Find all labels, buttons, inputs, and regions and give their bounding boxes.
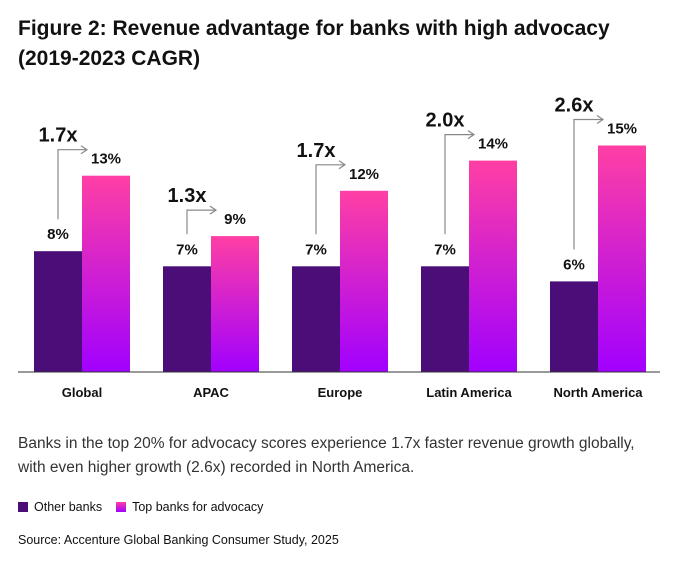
bar-top-banks	[82, 175, 130, 372]
bar-top-banks	[340, 190, 388, 372]
bar-top-banks	[211, 236, 259, 372]
category-label: APAC	[193, 385, 229, 400]
connector-arrowhead	[467, 130, 476, 140]
data-label-other: 8%	[47, 226, 69, 243]
category-label: Latin America	[426, 385, 512, 400]
connector-line	[444, 134, 473, 235]
data-label-other: 7%	[434, 241, 456, 258]
legend-label-other: Other banks	[34, 500, 103, 514]
connector-arrowhead	[338, 160, 347, 170]
data-label-top: 15%	[607, 121, 637, 138]
data-label-top: 13%	[91, 151, 121, 168]
bar-chart: 8% 13% 1.7x Global 7% 9% 1.3x APAC 7% 12% 1.7x Euro…	[18, 95, 660, 400]
connector-line	[315, 164, 344, 235]
connector-arrowhead	[209, 205, 218, 215]
connector-arrowhead	[80, 145, 89, 155]
legend: Other banks Top banks for advocacy	[18, 500, 277, 514]
category-label: Europe	[318, 385, 363, 400]
category-label: North America	[553, 385, 643, 400]
chart-caption: Banks in the top 20% for advocacy scores…	[18, 435, 635, 476]
legend-swatch-top	[116, 502, 127, 512]
legend-swatch-other	[18, 502, 28, 512]
data-label-top: 9%	[224, 211, 246, 228]
bar-other-banks	[550, 281, 598, 372]
legend-item-other: Other banks	[18, 500, 102, 514]
category-label: Global	[62, 385, 102, 400]
data-label-top: 12%	[349, 166, 379, 183]
legend-item-top: Top banks for advocacy	[116, 500, 263, 514]
bar-other-banks	[421, 266, 469, 372]
bar-other-banks	[34, 251, 82, 372]
bar-other-banks	[292, 266, 340, 372]
multiplier-label: 2.0x	[426, 110, 465, 132]
legend-label-top: Top banks for advocacy	[132, 500, 264, 514]
multiplier-label: 1.3x	[168, 185, 207, 207]
multiplier-label: 1.7x	[39, 125, 78, 147]
chart-title: Figure 2: Revenue advantage for banks wi…	[18, 17, 610, 70]
multiplier-label: 2.6x	[555, 95, 594, 117]
multiplier-label: 1.7x	[297, 140, 336, 162]
data-label-other: 6%	[563, 256, 585, 273]
data-label-other: 7%	[176, 241, 198, 258]
bar-top-banks	[469, 160, 517, 372]
data-label-other: 7%	[305, 241, 327, 258]
bar-other-banks	[163, 266, 211, 372]
connector-arrowhead	[596, 115, 605, 124]
connector-line	[573, 118, 602, 250]
data-label-top: 14%	[478, 136, 508, 153]
source-note: Source: Accenture Global Banking Consume…	[18, 533, 339, 547]
connector-line	[57, 149, 86, 220]
bar-top-banks	[598, 145, 646, 372]
connector-line	[186, 209, 215, 235]
